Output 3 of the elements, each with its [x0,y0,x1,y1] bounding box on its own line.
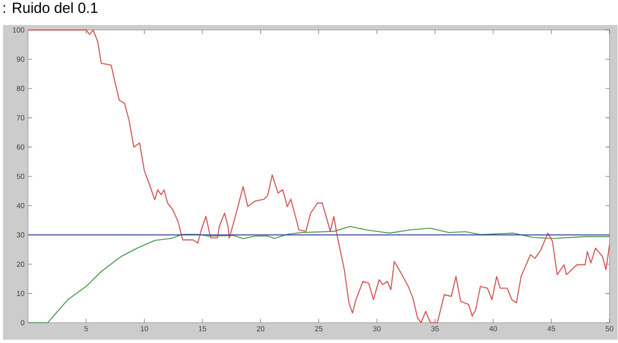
chart-title: : Ruido del 0.1 [4,2,98,14]
line-series [28,30,610,324]
line-series [28,226,610,324]
